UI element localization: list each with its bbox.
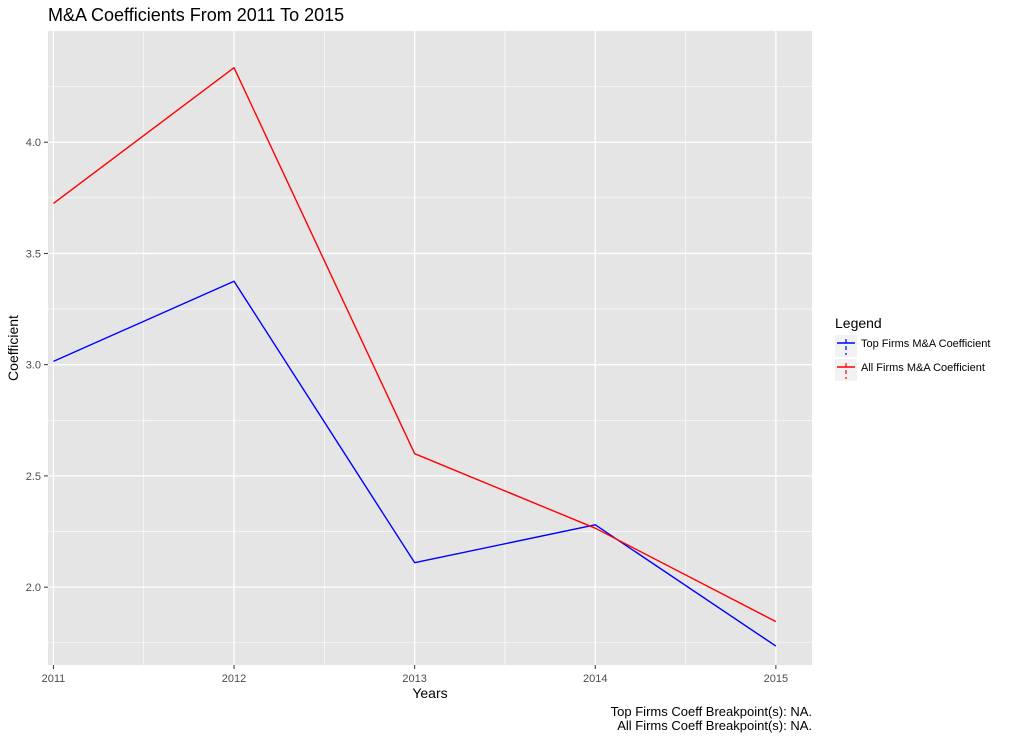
- major-gridlines: [48, 31, 812, 665]
- x-axis: 2011 2012 2013 2014 2015: [42, 665, 788, 685]
- x-axis-title: Years: [412, 685, 447, 701]
- x-tick-label: 2012: [222, 673, 246, 685]
- y-tick-label: 2.0: [26, 582, 41, 594]
- x-tick-label: 2013: [402, 673, 426, 685]
- series-line-top-firms: [53, 280, 777, 647]
- series-lines: [52, 67, 777, 647]
- x-tick-label: 2015: [764, 673, 788, 685]
- legend-item: Top Firms M&A Coefficient: [835, 335, 990, 357]
- series-line-all-firms: [52, 67, 777, 623]
- x-tick-label: 2014: [583, 673, 607, 685]
- legend-title: Legend: [835, 315, 882, 331]
- legend: Legend Top Firms M&A Coefficient All Firm…: [835, 315, 990, 381]
- plot-panel: [48, 31, 812, 665]
- legend-item: All Firms M&A Coefficient: [835, 359, 985, 381]
- x-tick-label: 2011: [42, 673, 66, 685]
- legend-label: All Firms M&A Coefficient: [861, 362, 985, 374]
- y-tick-label: 2.5: [26, 471, 41, 483]
- legend-label: Top Firms M&A Coefficient: [861, 338, 990, 350]
- caption-all-firms-breakpoints: All Firms Coeff Breakpoint(s): NA.: [617, 718, 812, 733]
- y-axis-title: Coefficient: [5, 315, 21, 381]
- y-tick-label: 3.5: [26, 248, 41, 260]
- y-tick-label: 3.0: [26, 360, 41, 372]
- chart-title: M&A Coefficients From 2011 To 2015: [48, 5, 344, 25]
- y-tick-label: 4.0: [26, 137, 41, 149]
- minor-gridlines: [48, 31, 812, 665]
- caption-top-firms-breakpoints: Top Firms Coeff Breakpoint(s): NA.: [611, 704, 812, 719]
- y-axis: 2.0 2.5 3.0 3.5 4.0: [26, 137, 48, 594]
